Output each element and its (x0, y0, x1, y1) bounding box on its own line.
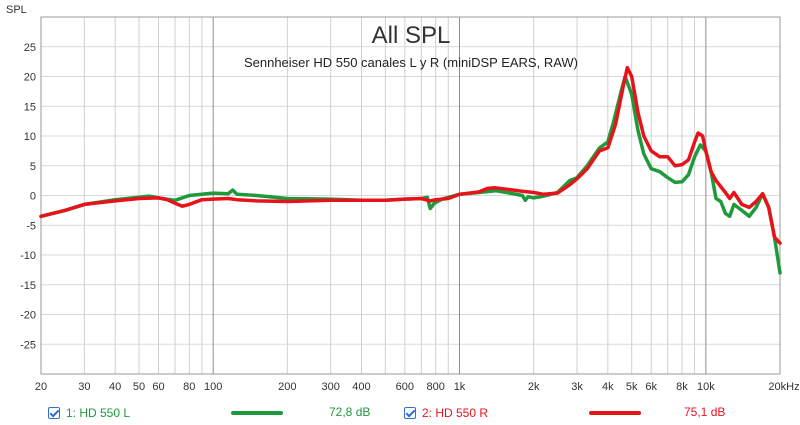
x-tick-label: 100 (204, 381, 222, 393)
series-line-right (39, 65, 782, 245)
x-tick-label: 30 (78, 381, 90, 393)
x-tick-label: 50 (133, 381, 145, 393)
x-tick-label: 2k (528, 381, 540, 393)
x-tick-label: 600 (396, 381, 414, 393)
legend-swatch-left (231, 411, 283, 415)
x-tick-label: 300 (322, 381, 340, 393)
x-tick-label: 10k (697, 381, 715, 393)
x-tick-label: 800 (426, 381, 444, 393)
y-tick-label: 15 (24, 101, 36, 113)
legend-swatch-right (589, 411, 641, 415)
legend-item-right[interactable]: 2: HD 550 R (404, 405, 488, 421)
x-tick-label: 40 (109, 381, 121, 393)
y-tick-label: 10 (24, 131, 36, 143)
x-tick-label: 5k (626, 381, 638, 393)
y-tick-label: -15 (20, 280, 36, 292)
y-tick-label: 20 (24, 72, 36, 84)
legend-item-left[interactable]: 1: HD 550 L (48, 405, 130, 421)
x-tick-label: 20 (35, 381, 47, 393)
chart-subtitle: Sennheiser HD 550 canales L y R (miniDSP… (244, 55, 578, 70)
x-tick-label: 8k (676, 381, 688, 393)
x-tick-label: 400 (352, 381, 370, 393)
legend-level: 75,1 dB (684, 405, 726, 419)
checkbox-checked-icon[interactable] (48, 407, 60, 419)
x-tick-label: 1k (454, 381, 466, 393)
y-tick-label: 25 (24, 42, 36, 54)
x-tick-label: 6k (645, 381, 657, 393)
y-tick-label: -5 (26, 220, 36, 232)
legend-label: 1: HD 550 L (66, 406, 131, 420)
x-tick-label: 3k (571, 381, 583, 393)
legend: 1: HD 550 L 72,8 dB 2: HD 550 R 75,1 dB (0, 400, 800, 425)
y-tick-label: -25 (20, 339, 36, 351)
x-axis-ticks: 20 30 40 50 60 80 100 200 300 400 600 800 1k 2k 3k 4k 5k… (35, 381, 800, 393)
legend-label: 2: HD 550 R (422, 406, 489, 420)
x-tick-label: 80 (183, 381, 195, 393)
x-tick-label: 4k (602, 381, 614, 393)
chart-title: All SPL (372, 22, 451, 49)
checkbox-checked-icon[interactable] (404, 407, 416, 419)
y-tick-label: -10 (20, 250, 36, 262)
y-tick-label: 5 (30, 161, 36, 173)
y-axis-ticks: 25 20 15 10 5 0 -5 -10 -15 -20 -25 (20, 42, 36, 352)
y-tick-label: 0 (30, 191, 36, 203)
x-tick-label: 20kHz (768, 381, 799, 393)
plot-frame (40, 16, 781, 375)
y-tick-label: -20 (20, 310, 36, 322)
x-tick-label: 200 (278, 381, 296, 393)
series-lines (39, 65, 782, 275)
legend-level: 72,8 dB (329, 405, 371, 419)
x-tick-label: 60 (152, 381, 164, 393)
y-axis-label: SPL (6, 4, 27, 16)
